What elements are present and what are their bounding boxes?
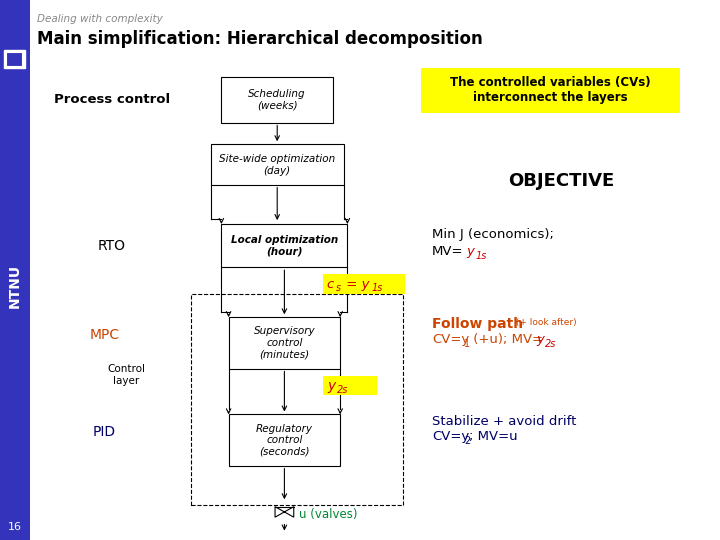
Text: Supervisory
control
(minutes): Supervisory control (minutes) [253,326,315,360]
Text: y: y [467,245,474,258]
Text: 2s: 2s [545,339,557,349]
Text: u (valves): u (valves) [299,508,357,521]
Text: Min J (economics);: Min J (economics); [432,228,554,241]
FancyBboxPatch shape [6,52,22,66]
Text: NTNU: NTNU [8,264,22,308]
Text: Main simplification: Hierarchical decomposition: Main simplification: Hierarchical decomp… [37,30,483,48]
Text: c: c [327,278,334,291]
Text: s: s [336,284,341,293]
Bar [210,144,344,185]
FancyBboxPatch shape [4,50,25,68]
Text: RTO: RTO [98,239,125,253]
Text: PID: PID [93,425,116,439]
Bar [229,415,341,465]
Text: Site-wide optimization
(day): Site-wide optimization (day) [219,154,336,176]
Text: Regulatory
control
(seconds): Regulatory control (seconds) [256,423,313,457]
Polygon shape [275,507,294,517]
Text: 1s: 1s [372,284,383,293]
Text: CV=y: CV=y [432,333,469,346]
Text: (+u); MV=: (+u); MV= [469,333,544,346]
Text: 2s: 2s [337,385,348,395]
Text: y: y [536,333,544,346]
Text: 16: 16 [8,522,22,531]
Text: 2: 2 [464,436,471,446]
Text: 1: 1 [464,339,471,349]
Text: y: y [327,379,335,393]
Bar [222,77,333,123]
Text: = y: = y [342,278,369,291]
Text: Local optimization
(hour): Local optimization (hour) [231,235,338,256]
Bar [421,68,680,113]
Text: The controlled variables (CVs)
interconnect the layers: The controlled variables (CVs) interconn… [451,77,651,104]
Bar [0,0,30,540]
Text: (+ look after): (+ look after) [513,319,577,327]
Text: Scheduling
(weeks): Scheduling (weeks) [248,89,306,111]
Bar [229,318,341,368]
Bar [323,376,377,395]
Text: Stabilize + avoid drift: Stabilize + avoid drift [432,415,577,428]
Bar [191,294,403,505]
Text: 1s: 1s [476,251,487,261]
Text: Control
layer: Control layer [107,364,145,386]
Text: MV=: MV= [432,245,464,258]
Bar [323,274,405,294]
Text: Process control: Process control [53,93,170,106]
Text: CV=y: CV=y [432,430,469,443]
Text: Follow path: Follow path [432,317,523,331]
Text: ; MV=u: ; MV=u [469,430,518,443]
Bar [222,224,347,267]
Text: OBJECTIVE: OBJECTIVE [508,172,615,190]
Text: Dealing with complexity: Dealing with complexity [37,14,163,24]
Text: MPC: MPC [89,328,120,342]
